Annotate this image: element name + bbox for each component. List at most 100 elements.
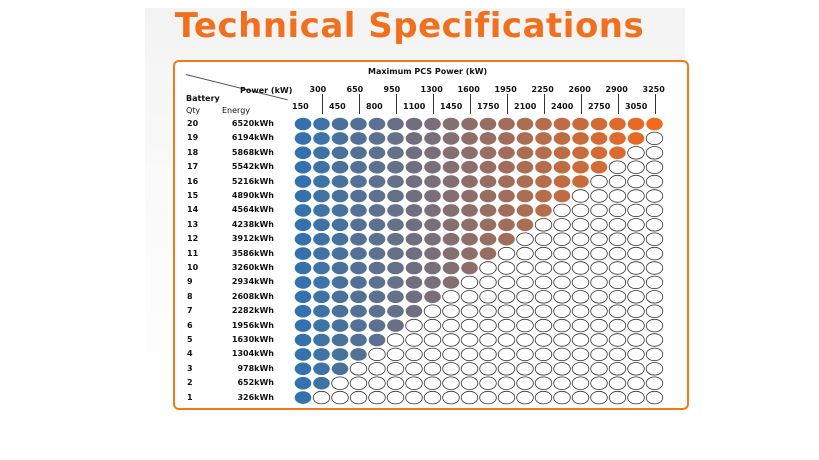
filled-dot bbox=[535, 204, 552, 217]
power-bottom-label: 3050 bbox=[625, 102, 648, 111]
filled-dot bbox=[331, 348, 349, 361]
filled-dot bbox=[424, 189, 441, 203]
empty-dot bbox=[645, 203, 664, 218]
filled-dot bbox=[498, 117, 515, 131]
power-bottom-label: 2100 bbox=[514, 102, 537, 111]
power-bottom-label: 1450 bbox=[440, 102, 463, 111]
filled-dot bbox=[479, 189, 497, 203]
battery-qty: 5 bbox=[187, 335, 193, 344]
filled-dot bbox=[294, 362, 312, 376]
power-top-tick bbox=[321, 94, 323, 102]
filled-dot bbox=[479, 204, 497, 217]
empty-dot bbox=[553, 376, 571, 390]
empty-dot bbox=[516, 333, 534, 347]
power-top-label: 2900 bbox=[605, 85, 628, 94]
power-bottom-tick bbox=[543, 100, 545, 114]
filled-dot bbox=[424, 290, 441, 304]
empty-dot bbox=[571, 246, 590, 261]
empty-dot bbox=[553, 246, 571, 261]
battery-energy: 5216kWh bbox=[231, 176, 274, 186]
battery-energy: 2282kWh bbox=[231, 306, 274, 316]
filled-dot bbox=[498, 160, 515, 174]
empty-dot bbox=[645, 390, 664, 405]
empty-dot bbox=[608, 333, 627, 347]
empty-dot bbox=[442, 304, 460, 318]
empty-dot bbox=[368, 390, 386, 405]
filled-dot bbox=[387, 117, 404, 131]
filled-dot bbox=[461, 132, 478, 145]
filled-dot bbox=[627, 132, 645, 145]
empty-dot bbox=[386, 347, 405, 362]
empty-dot bbox=[479, 362, 497, 376]
filled-dot bbox=[368, 261, 386, 275]
power-bottom-tick bbox=[580, 100, 582, 114]
filled-dot bbox=[313, 376, 330, 390]
empty-dot bbox=[534, 246, 553, 261]
power-bottom-tick bbox=[321, 100, 323, 114]
filled-dot bbox=[387, 261, 404, 275]
filled-dot bbox=[368, 232, 386, 246]
empty-dot bbox=[516, 246, 534, 261]
power-top-tick bbox=[432, 94, 434, 102]
filled-dot bbox=[479, 117, 497, 131]
empty-dot bbox=[442, 290, 460, 304]
filled-dot bbox=[331, 218, 349, 232]
empty-dot bbox=[479, 376, 497, 390]
filled-dot bbox=[294, 175, 312, 188]
empty-dot bbox=[590, 304, 608, 318]
filled-dot bbox=[313, 261, 330, 275]
battery-qty: 6 bbox=[187, 320, 193, 330]
power-bottom-tick bbox=[654, 100, 656, 114]
power-top-tick bbox=[469, 94, 471, 102]
empty-dot bbox=[627, 290, 645, 304]
filled-dot bbox=[294, 391, 312, 404]
filled-dot bbox=[313, 218, 330, 232]
power-bottom-label: 2750 bbox=[588, 102, 611, 111]
empty-dot bbox=[553, 290, 571, 304]
filled-dot bbox=[609, 117, 626, 131]
filled-dot bbox=[387, 276, 404, 289]
empty-dot bbox=[423, 376, 442, 390]
filled-dot bbox=[313, 304, 330, 318]
table-header: Maximum PCS Power (kW) bbox=[368, 67, 488, 76]
filled-dot bbox=[331, 247, 349, 260]
empty-dot bbox=[608, 390, 627, 405]
empty-dot bbox=[405, 390, 423, 405]
filled-dot bbox=[516, 160, 534, 174]
empty-dot bbox=[442, 376, 460, 390]
empty-dot bbox=[423, 347, 442, 362]
filled-dot bbox=[331, 319, 349, 332]
filled-dot bbox=[572, 146, 589, 160]
power-top-tick bbox=[506, 94, 508, 102]
battery-qty: 18 bbox=[187, 147, 199, 157]
empty-dot bbox=[534, 362, 553, 376]
empty-dot bbox=[553, 347, 571, 362]
filled-dot bbox=[553, 132, 571, 145]
filled-dot bbox=[387, 204, 404, 217]
filled-dot bbox=[442, 218, 460, 232]
filled-dot bbox=[368, 247, 386, 260]
empty-dot bbox=[497, 362, 516, 376]
power-bottom-tick bbox=[395, 100, 397, 114]
empty-dot bbox=[571, 189, 590, 203]
filled-dot bbox=[368, 304, 386, 318]
filled-dot bbox=[294, 232, 312, 246]
empty-dot bbox=[590, 318, 608, 333]
empty-dot bbox=[608, 203, 627, 218]
filled-dot bbox=[368, 146, 386, 160]
empty-dot bbox=[590, 246, 608, 261]
filled-dot bbox=[387, 218, 404, 232]
empty-dot bbox=[479, 318, 497, 333]
filled-dot bbox=[424, 175, 441, 188]
empty-dot bbox=[479, 347, 497, 362]
battery-qty: 13 bbox=[187, 219, 199, 229]
battery-qty: 10 bbox=[187, 263, 199, 272]
filled-dot bbox=[461, 261, 478, 275]
empty-dot bbox=[460, 304, 479, 318]
filled-dot bbox=[368, 319, 386, 332]
filled-dot bbox=[368, 175, 386, 188]
power-bottom-label: 450 bbox=[329, 102, 346, 111]
empty-dot bbox=[534, 304, 553, 318]
filled-dot bbox=[387, 232, 404, 246]
filled-dot bbox=[350, 204, 367, 217]
